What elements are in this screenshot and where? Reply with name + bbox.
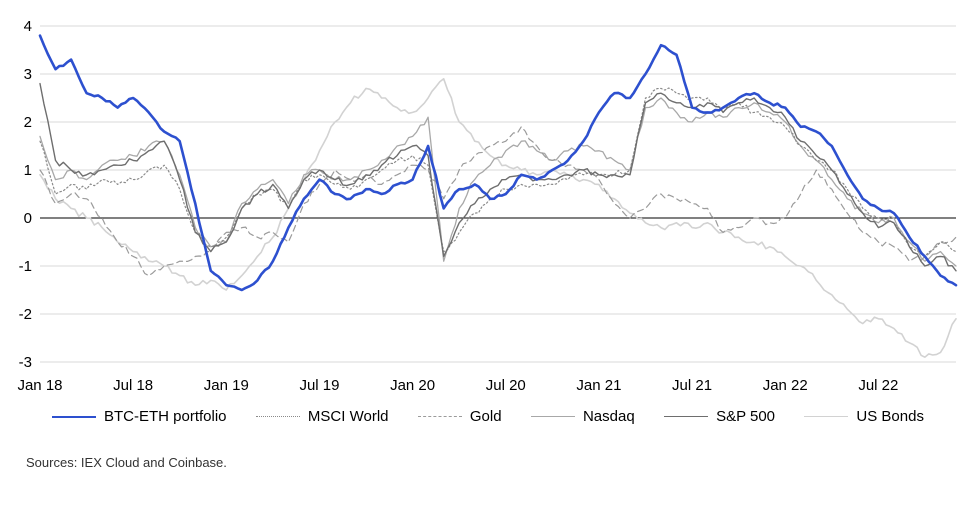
legend-item-gold: Gold — [417, 408, 502, 425]
y-tick-label: -2 — [19, 306, 32, 323]
us-bonds-line-sample — [804, 416, 849, 417]
x-tick-label: Jan 18 — [17, 377, 62, 394]
series-line-us-bonds — [39, 78, 957, 358]
legend-item-msci-world: MSCI World — [255, 408, 389, 425]
x-tick-label: Jan 22 — [763, 377, 808, 394]
legend-label: S&P 500 — [716, 408, 776, 425]
y-tick-label: -1 — [19, 258, 32, 275]
legend-label: MSCI World — [307, 408, 389, 425]
legend-label: Gold — [469, 408, 502, 425]
legend-label: BTC-ETH portfolio — [104, 408, 227, 425]
legend-item-nasdaq: Nasdaq — [530, 408, 635, 425]
gold-line-sample — [417, 416, 462, 417]
legend-item-sp500: S&P 500 — [664, 408, 775, 425]
y-tick-label: 3 — [24, 66, 32, 83]
chart-legend: BTC-ETH portfolio MSCI World Gold Nasdaq… — [0, 402, 972, 425]
legend-label: US Bonds — [856, 408, 924, 425]
x-tick-label: Jul 19 — [299, 377, 339, 394]
legend-item-us-bonds: US Bonds — [804, 408, 924, 425]
x-tick-label: Jul 18 — [113, 377, 153, 394]
x-tick-label: Jan 21 — [576, 377, 621, 394]
y-tick-label: -3 — [19, 354, 32, 371]
legend-label: Nasdaq — [582, 408, 635, 425]
x-tick-label: Jul 20 — [486, 377, 526, 394]
source-note: Sources: IEX Cloud and Coinbase. — [26, 455, 227, 470]
series-line-s-p-500 — [39, 82, 957, 272]
msci-world-line-sample — [255, 416, 300, 417]
y-tick-label: 2 — [24, 114, 32, 131]
y-axis-labels: -3 -2 -1 0 1 2 3 4 — [19, 18, 32, 371]
x-axis-labels: Jan 18 Jul 18 Jan 19 Jul 19 Jan 20 Jul 20 Jan … — [17, 377, 898, 394]
sp500-line-sample — [664, 416, 709, 417]
line-chart: -3 -2 -1 0 1 2 3 4 Jan 18 Jul 18 Jan 19 Jul 19 Jan 2… — [17, 18, 958, 394]
gridlines — [40, 25, 956, 363]
series-line-nasdaq — [39, 97, 957, 267]
series-line-btc-eth-portfolio — [38, 34, 958, 292]
x-tick-label: Jan 19 — [204, 377, 249, 394]
series-line-gold — [39, 126, 957, 277]
y-tick-label: 0 — [24, 210, 32, 227]
x-tick-label: Jan 20 — [390, 377, 435, 394]
nasdaq-line-sample — [530, 416, 575, 417]
btc-eth-line-sample — [52, 415, 96, 418]
legend-item-btc-eth-portfolio: BTC-ETH portfolio — [52, 408, 227, 425]
series-line-msci-world — [39, 87, 957, 257]
y-tick-label: 1 — [24, 162, 32, 179]
x-tick-label: Jul 21 — [672, 377, 712, 394]
y-tick-label: 4 — [24, 18, 32, 35]
x-tick-label: Jul 22 — [858, 377, 898, 394]
